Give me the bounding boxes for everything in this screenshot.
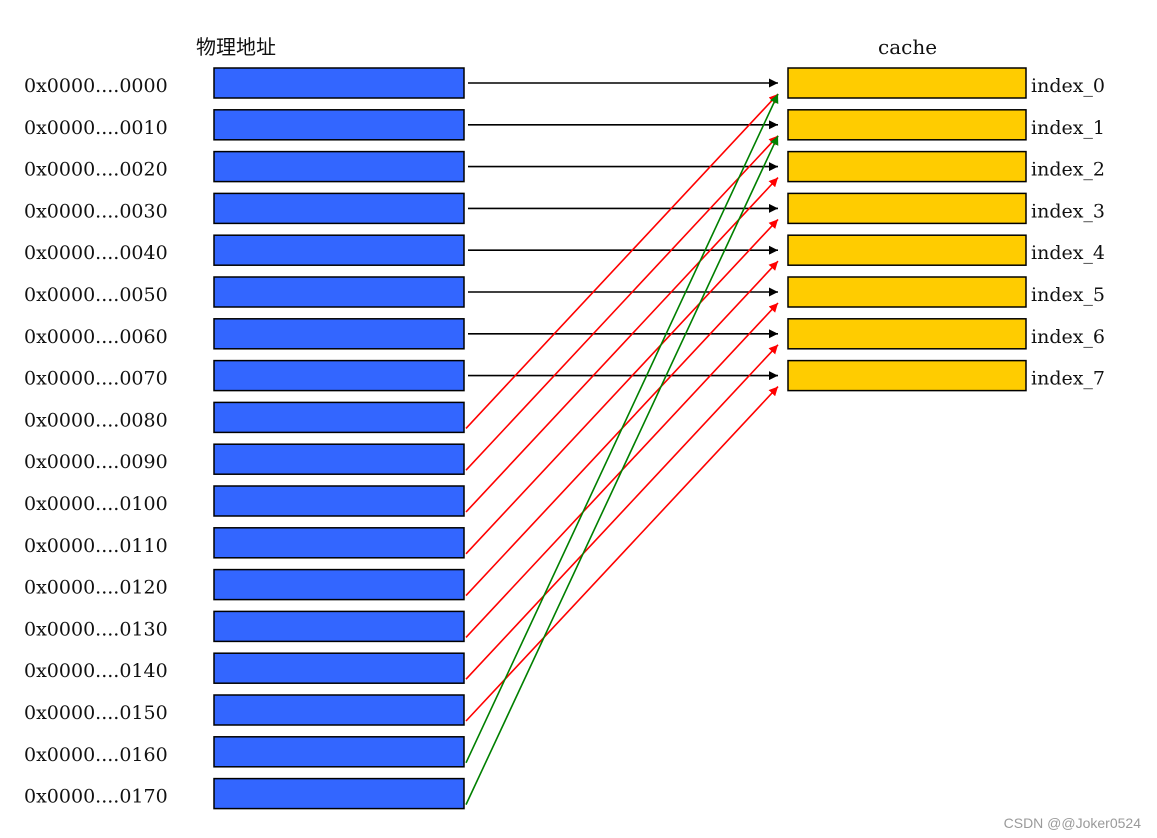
cache-line [787,359,1027,392]
mapping-arrow [465,344,779,680]
memory-block [213,318,465,350]
address-label: 0x0000....0150 [24,702,168,724]
mapping-arrow [465,386,779,722]
address-label: 0x0000....0120 [24,577,168,599]
memory-block [213,234,465,266]
address-label: 0x0000....0100 [24,493,168,515]
memory-block [213,485,465,517]
cache-line [787,234,1027,266]
cache-index-label: index_4 [1031,242,1105,264]
memory-block [213,443,465,475]
memory-title: 物理地址 [196,35,276,59]
memory-block [213,777,465,810]
cache-line [787,276,1027,308]
cache-index-label: index_0 [1031,75,1105,97]
memory-block [213,694,465,726]
address-label: 0x0000....0170 [24,786,168,808]
address-label: 0x0000....0050 [24,284,168,306]
address-label: 0x0000....0080 [24,409,168,431]
address-label: 0x0000....0090 [24,451,168,473]
cache-column: index_0 index_1 index_2 index_3 index_4index… [787,67,1105,392]
cache-index-label: index_6 [1031,326,1105,348]
mapping-arrow [465,177,779,513]
memory-block [213,359,465,392]
cache-index-label: index_3 [1031,200,1105,222]
address-label: 0x0000....0060 [24,326,168,348]
mapping-arrow [465,218,779,555]
address-label: 0x0000....0020 [24,159,168,181]
mapping-arrow [465,135,779,471]
memory-block [213,67,465,99]
cache-line [787,67,1027,99]
memory-block [213,652,465,684]
cache-line [787,192,1027,225]
address-label: 0x0000....0130 [24,618,168,640]
memory-column: 0x0000....0000 0x0000....0010 0x0000....00… [24,67,465,810]
memory-block [213,401,465,434]
memory-block [213,192,465,225]
mapping-arrow [465,93,779,764]
mapping-arrow [465,93,779,429]
address-label: 0x0000....0040 [24,242,168,264]
address-label: 0x0000....0030 [24,200,168,222]
cache-index-label: index_1 [1031,117,1105,139]
memory-block [213,527,465,559]
memory-block [213,610,465,643]
address-label: 0x0000....0000 [24,75,168,97]
cache-line [787,150,1027,183]
cache-index-label: index_2 [1031,159,1105,181]
memory-block [213,150,465,183]
address-label: 0x0000....0140 [24,660,168,682]
memory-block [213,276,465,308]
memory-block [213,109,465,141]
mapping-arrows [465,78,779,805]
cache-line [787,109,1027,141]
address-label: 0x0000....0110 [24,535,168,557]
cache-index-label: index_5 [1031,284,1105,306]
address-label: 0x0000....0160 [24,744,168,766]
address-label: 0x0000....0070 [24,368,168,390]
memory-block [213,736,465,768]
mapping-arrow [465,135,779,805]
cache-title: cache [878,35,937,59]
memory-block [213,568,465,601]
cache-index-label: index_7 [1031,368,1105,390]
address-label: 0x0000....0010 [24,117,168,139]
cache-line [787,318,1027,350]
watermark: CSDN @@Joker0524 [1004,815,1142,831]
